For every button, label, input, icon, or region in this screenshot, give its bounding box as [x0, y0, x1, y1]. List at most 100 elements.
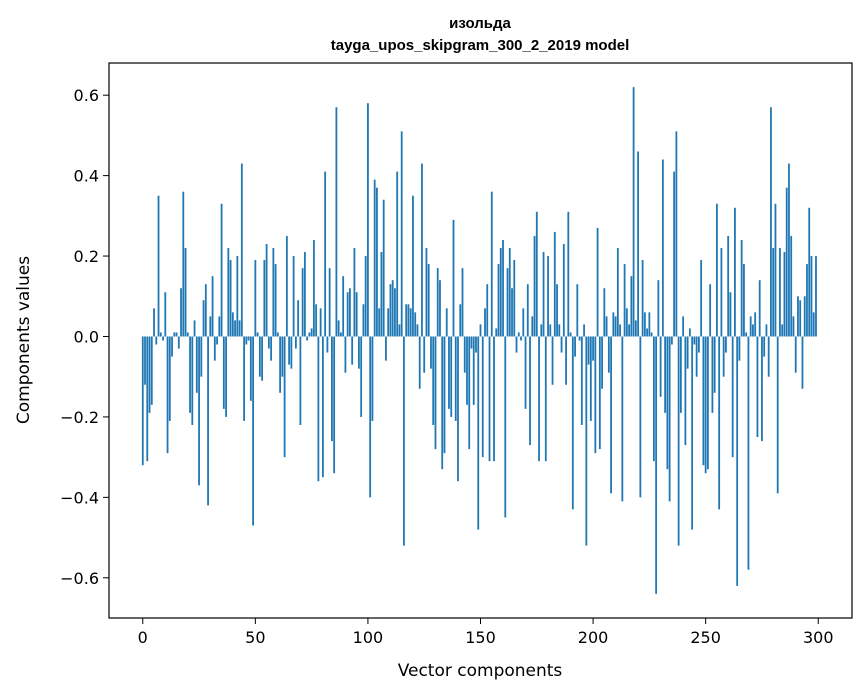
bar — [204, 284, 207, 337]
bar — [592, 336, 594, 361]
bar — [603, 288, 606, 337]
bar — [556, 284, 558, 337]
bar — [499, 248, 502, 337]
bar — [752, 324, 754, 337]
bar — [788, 163, 790, 337]
bar — [394, 288, 396, 337]
plot-area-border — [108, 62, 853, 619]
bar — [488, 336, 491, 462]
bar — [299, 336, 302, 425]
bar — [425, 248, 428, 337]
bar — [508, 248, 511, 337]
bar — [436, 268, 439, 337]
bar — [479, 324, 482, 337]
x-tick-label: 250 — [690, 628, 721, 647]
bar — [162, 336, 164, 341]
bar — [540, 324, 543, 337]
bar — [779, 248, 781, 337]
bar — [362, 304, 365, 337]
bar — [303, 252, 306, 337]
bar — [171, 336, 173, 357]
bar — [803, 296, 806, 337]
bar — [360, 336, 363, 417]
bar — [648, 312, 651, 337]
y-tick-label: 0.6 — [74, 86, 99, 105]
bar — [281, 336, 284, 377]
bar — [434, 336, 437, 450]
bar — [655, 336, 658, 594]
bar — [231, 312, 234, 337]
bar — [684, 336, 687, 446]
bar — [727, 235, 730, 337]
bar — [177, 336, 180, 349]
bar — [691, 336, 694, 530]
bar — [686, 336, 689, 369]
bar — [340, 332, 342, 337]
bar — [544, 336, 547, 462]
bar — [308, 332, 311, 337]
bar — [693, 336, 696, 345]
bar — [729, 292, 732, 337]
bar — [553, 231, 556, 337]
bar — [688, 328, 691, 337]
bar — [558, 324, 561, 337]
bar — [722, 336, 725, 377]
plot-frame — [108, 62, 853, 619]
bar — [792, 316, 795, 337]
bar — [247, 336, 250, 341]
bar — [263, 260, 266, 337]
bar — [549, 324, 552, 337]
x-tick-label: 300 — [803, 628, 834, 647]
bar — [747, 336, 750, 570]
bar — [294, 336, 297, 349]
bar — [189, 336, 191, 413]
x-axis-label: Vector components — [398, 661, 563, 681]
bar — [628, 324, 630, 337]
bar — [279, 336, 282, 393]
bar — [364, 256, 367, 337]
y-tick-label: 0.2 — [74, 247, 99, 266]
bar — [677, 336, 680, 546]
bar — [225, 336, 227, 417]
bar — [382, 199, 385, 337]
bar — [166, 336, 169, 454]
bar — [695, 336, 698, 377]
bar — [754, 312, 757, 337]
bar — [414, 312, 417, 337]
bar — [589, 336, 592, 421]
bar — [234, 320, 236, 337]
bar — [565, 336, 567, 385]
bar — [218, 316, 221, 337]
bar — [520, 336, 522, 341]
bar — [157, 195, 160, 337]
bar — [369, 336, 372, 498]
bar — [587, 336, 590, 365]
bar — [405, 304, 408, 337]
bar — [774, 203, 777, 337]
y-tick-label: 0.4 — [74, 167, 99, 186]
chart-title: изольда — [449, 15, 511, 32]
bar — [450, 336, 453, 417]
bar — [337, 320, 340, 337]
bar — [317, 336, 320, 482]
bar — [794, 336, 797, 373]
bar — [585, 336, 588, 546]
bar — [619, 324, 621, 337]
bar — [378, 308, 381, 337]
bar — [630, 276, 633, 337]
bar — [484, 308, 486, 337]
bar — [155, 336, 158, 345]
bar — [454, 336, 457, 421]
bar — [738, 336, 741, 361]
bar — [765, 324, 768, 337]
bar — [810, 256, 813, 337]
bar — [423, 336, 426, 373]
bar — [682, 316, 685, 337]
bar — [605, 316, 608, 337]
bar — [416, 324, 419, 337]
bar — [403, 336, 405, 546]
bar — [141, 336, 144, 466]
bar — [531, 316, 534, 337]
bar — [331, 336, 333, 442]
bar — [664, 336, 667, 413]
